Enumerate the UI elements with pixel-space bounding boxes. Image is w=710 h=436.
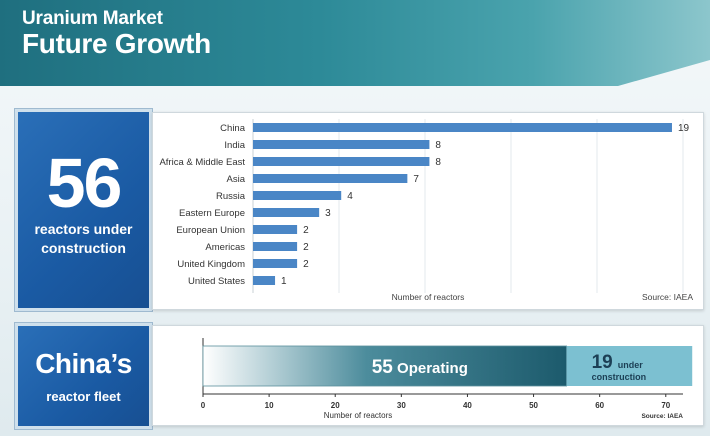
china-fleet-title: China’s (35, 348, 132, 379)
x-tick-label: 60 (595, 401, 604, 410)
data-label: 19 (678, 123, 690, 134)
data-label: 3 (325, 208, 331, 219)
bar (253, 174, 408, 183)
under-construction-segment (566, 346, 693, 386)
construction-text-line1: under (618, 360, 643, 370)
category-label: European Union (176, 225, 245, 236)
data-label: 2 (303, 242, 309, 253)
reactors-under-construction-box: 56 reactors under construction (15, 109, 152, 311)
reactor-count: 56 (46, 144, 123, 222)
reactor-count-label: reactors under construction (18, 220, 149, 258)
category-label: United States (188, 276, 245, 287)
china-fleet-stacked-chart: 55 Operating 19 under construction 0 10 20 30 40… (201, 338, 693, 420)
construction-chart-panel: China 19 India 8 Africa & Middle East 8 Asia 7 R… (152, 112, 704, 310)
category-label: Russia (216, 191, 246, 202)
bar (253, 242, 298, 251)
bar (253, 140, 430, 149)
x-tick-label: 0 (201, 401, 206, 410)
category-label: Americas (205, 242, 245, 253)
data-label: 7 (413, 174, 419, 185)
bar (253, 225, 298, 234)
category-label: India (224, 140, 245, 151)
data-label: 2 (303, 259, 309, 270)
construction-bar-chart: China 19 India 8 Africa & Middle East 8 Asia 7 R… (159, 119, 693, 302)
construction-text-line2: construction (592, 372, 647, 382)
category-label: Asia (227, 174, 246, 185)
x-tick-label: 40 (463, 401, 472, 410)
header-banner: Uranium Market Future Growth (0, 0, 710, 86)
china-fleet-box: China’s reactor fleet (15, 323, 152, 429)
category-label: Eastern Europe (179, 208, 245, 219)
bar (253, 259, 298, 268)
data-label: 4 (347, 191, 353, 202)
operating-segment (202, 345, 568, 387)
data-label: 1 (281, 276, 287, 287)
bar (253, 123, 672, 132)
bar (253, 157, 430, 166)
reactor-count-label-line1: reactors under (34, 221, 133, 237)
header-title: Uranium Market (22, 8, 163, 29)
china-fleet-label: reactor fleet (46, 389, 121, 404)
x-tick-label: 20 (331, 401, 340, 410)
x-axis-label: Number of reactors (324, 411, 392, 420)
category-label: China (220, 123, 246, 134)
x-tick-label: 30 (397, 401, 406, 410)
source-label: Source: IAEA (641, 413, 683, 420)
header-subtitle: Future Growth (22, 28, 211, 59)
data-label: 8 (435, 157, 441, 168)
data-label: 2 (303, 225, 309, 236)
bar (253, 276, 276, 285)
construction-label: 19 under (592, 352, 644, 373)
data-label: 8 (435, 140, 441, 151)
bar (253, 208, 320, 217)
category-label: United Kingdom (177, 259, 245, 270)
x-tick-label: 10 (265, 401, 274, 410)
bar (253, 191, 342, 200)
x-tick-label: 70 (661, 401, 670, 410)
reactor-count-label-line2: construction (41, 240, 126, 256)
category-label: Africa & Middle East (159, 157, 245, 168)
source-label: Source: IAEA (642, 292, 693, 302)
operating-label: 55 Operating (372, 357, 468, 378)
x-tick-label: 50 (529, 401, 538, 410)
construction-number: 19 (592, 352, 613, 373)
china-fleet-chart-panel: 55 Operating 19 under construction 0 10 20 30 40… (152, 325, 704, 426)
operating-number: 55 (372, 357, 394, 378)
operating-text: Operating (393, 360, 468, 377)
x-axis-label: Number of reactors (392, 292, 465, 302)
